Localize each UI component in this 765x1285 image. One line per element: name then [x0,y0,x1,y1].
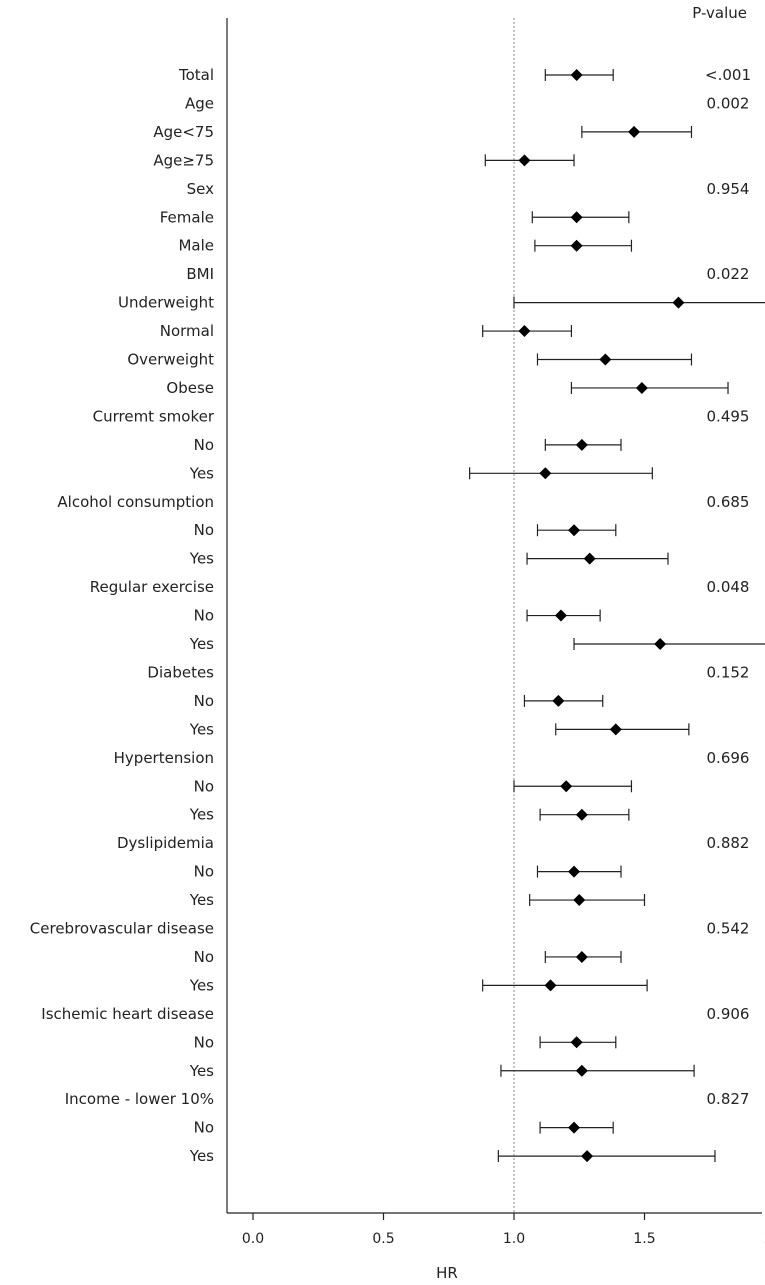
row-pvalue: 0.685 [707,493,750,511]
hr-point [552,694,565,707]
row-label: No [194,692,214,710]
row-pvalue: 0.495 [707,407,750,425]
hr-point [581,1150,594,1163]
row-label: Normal [160,322,214,340]
pvalue-header: P-value [692,4,747,22]
row-label: Overweight [127,351,214,369]
hr-point [518,325,531,338]
hr-point [609,723,622,736]
row-label: No [194,436,214,454]
hr-point [575,950,588,963]
row-label: Female [160,208,214,226]
row-label: BMI [186,265,214,283]
hr-point [570,211,583,224]
row-label: Yes [189,976,214,994]
row-pvalue: 0.002 [707,94,750,112]
row-pvalue: 0.542 [707,920,750,938]
row-label: Obese [166,379,214,397]
row-label: Male [178,237,214,255]
row-pvalue: 0.906 [707,1005,750,1023]
x-tick-label: 2.0 [764,1231,765,1247]
row-pvalue: 0.022 [707,265,750,283]
hr-point [628,125,641,138]
row-label: Yes [189,635,214,653]
hr-point [575,1064,588,1077]
hr-point [568,1121,581,1134]
row-pvalue: 0.827 [707,1090,750,1108]
row-label: No [194,863,214,881]
hr-point [560,780,573,793]
row-label: Cerebrovascular disease [30,920,214,938]
hr-point [568,865,581,878]
row-label: Age [185,94,214,112]
x-tick-label: 0.5 [372,1231,394,1247]
hr-point [635,381,648,394]
x-tick-label: 0.0 [242,1231,264,1247]
row-label: Age<75 [153,123,214,141]
row-label: Ischemic heart disease [41,1005,214,1023]
hr-point [654,638,667,650]
row-label: No [194,521,214,539]
hr-point [544,979,557,992]
row-label: Age≥75 [153,151,214,169]
hr-point [583,552,596,565]
row-label: Yes [189,891,214,909]
row-label: Underweight [118,294,214,312]
row-label: Regular exercise [90,578,214,596]
x-tick-label: 1.5 [633,1231,655,1247]
x-tick-label: 1.0 [503,1231,525,1247]
hr-point [568,524,581,537]
hr-point [570,1036,583,1049]
row-label: Total [178,66,214,84]
row-pvalue: 0.696 [707,749,750,767]
hr-point [539,467,552,480]
row-pvalue: 0.882 [707,834,750,852]
row-label: Income - lower 10% [65,1090,214,1108]
row-label: No [194,777,214,795]
row-label: No [194,1119,214,1137]
hr-point [570,239,583,252]
row-pvalue: 0.954 [707,180,750,198]
row-label: Yes [189,1062,214,1080]
row-label: Diabetes [147,663,214,681]
hr-point [575,808,588,821]
hr-point [554,609,567,622]
hr-point [570,69,583,81]
row-label: Yes [189,464,214,482]
row-pvalue: <.001 [705,66,751,84]
hr-point [599,353,612,366]
row-label: Yes [189,806,214,824]
row-label: Sex [187,180,214,198]
row-label: No [194,948,214,966]
row-pvalue: 0.048 [707,578,750,596]
row-label: Hypertension [114,749,214,767]
row-label: Dyslipidemia [117,834,214,852]
row-label: No [194,1033,214,1051]
hr-point [575,438,588,451]
row-label: Alcohol consumption [57,493,214,511]
hr-point [672,296,685,309]
row-pvalue: 0.152 [707,663,750,681]
hr-point [518,154,531,167]
hr-point [573,894,586,907]
row-label: Curremt smoker [93,407,215,425]
row-label: Yes [189,550,214,568]
row-label: No [194,607,214,625]
row-label: Yes [189,1147,214,1165]
row-label: Yes [189,720,214,738]
x-axis-label: HR [436,1264,458,1282]
